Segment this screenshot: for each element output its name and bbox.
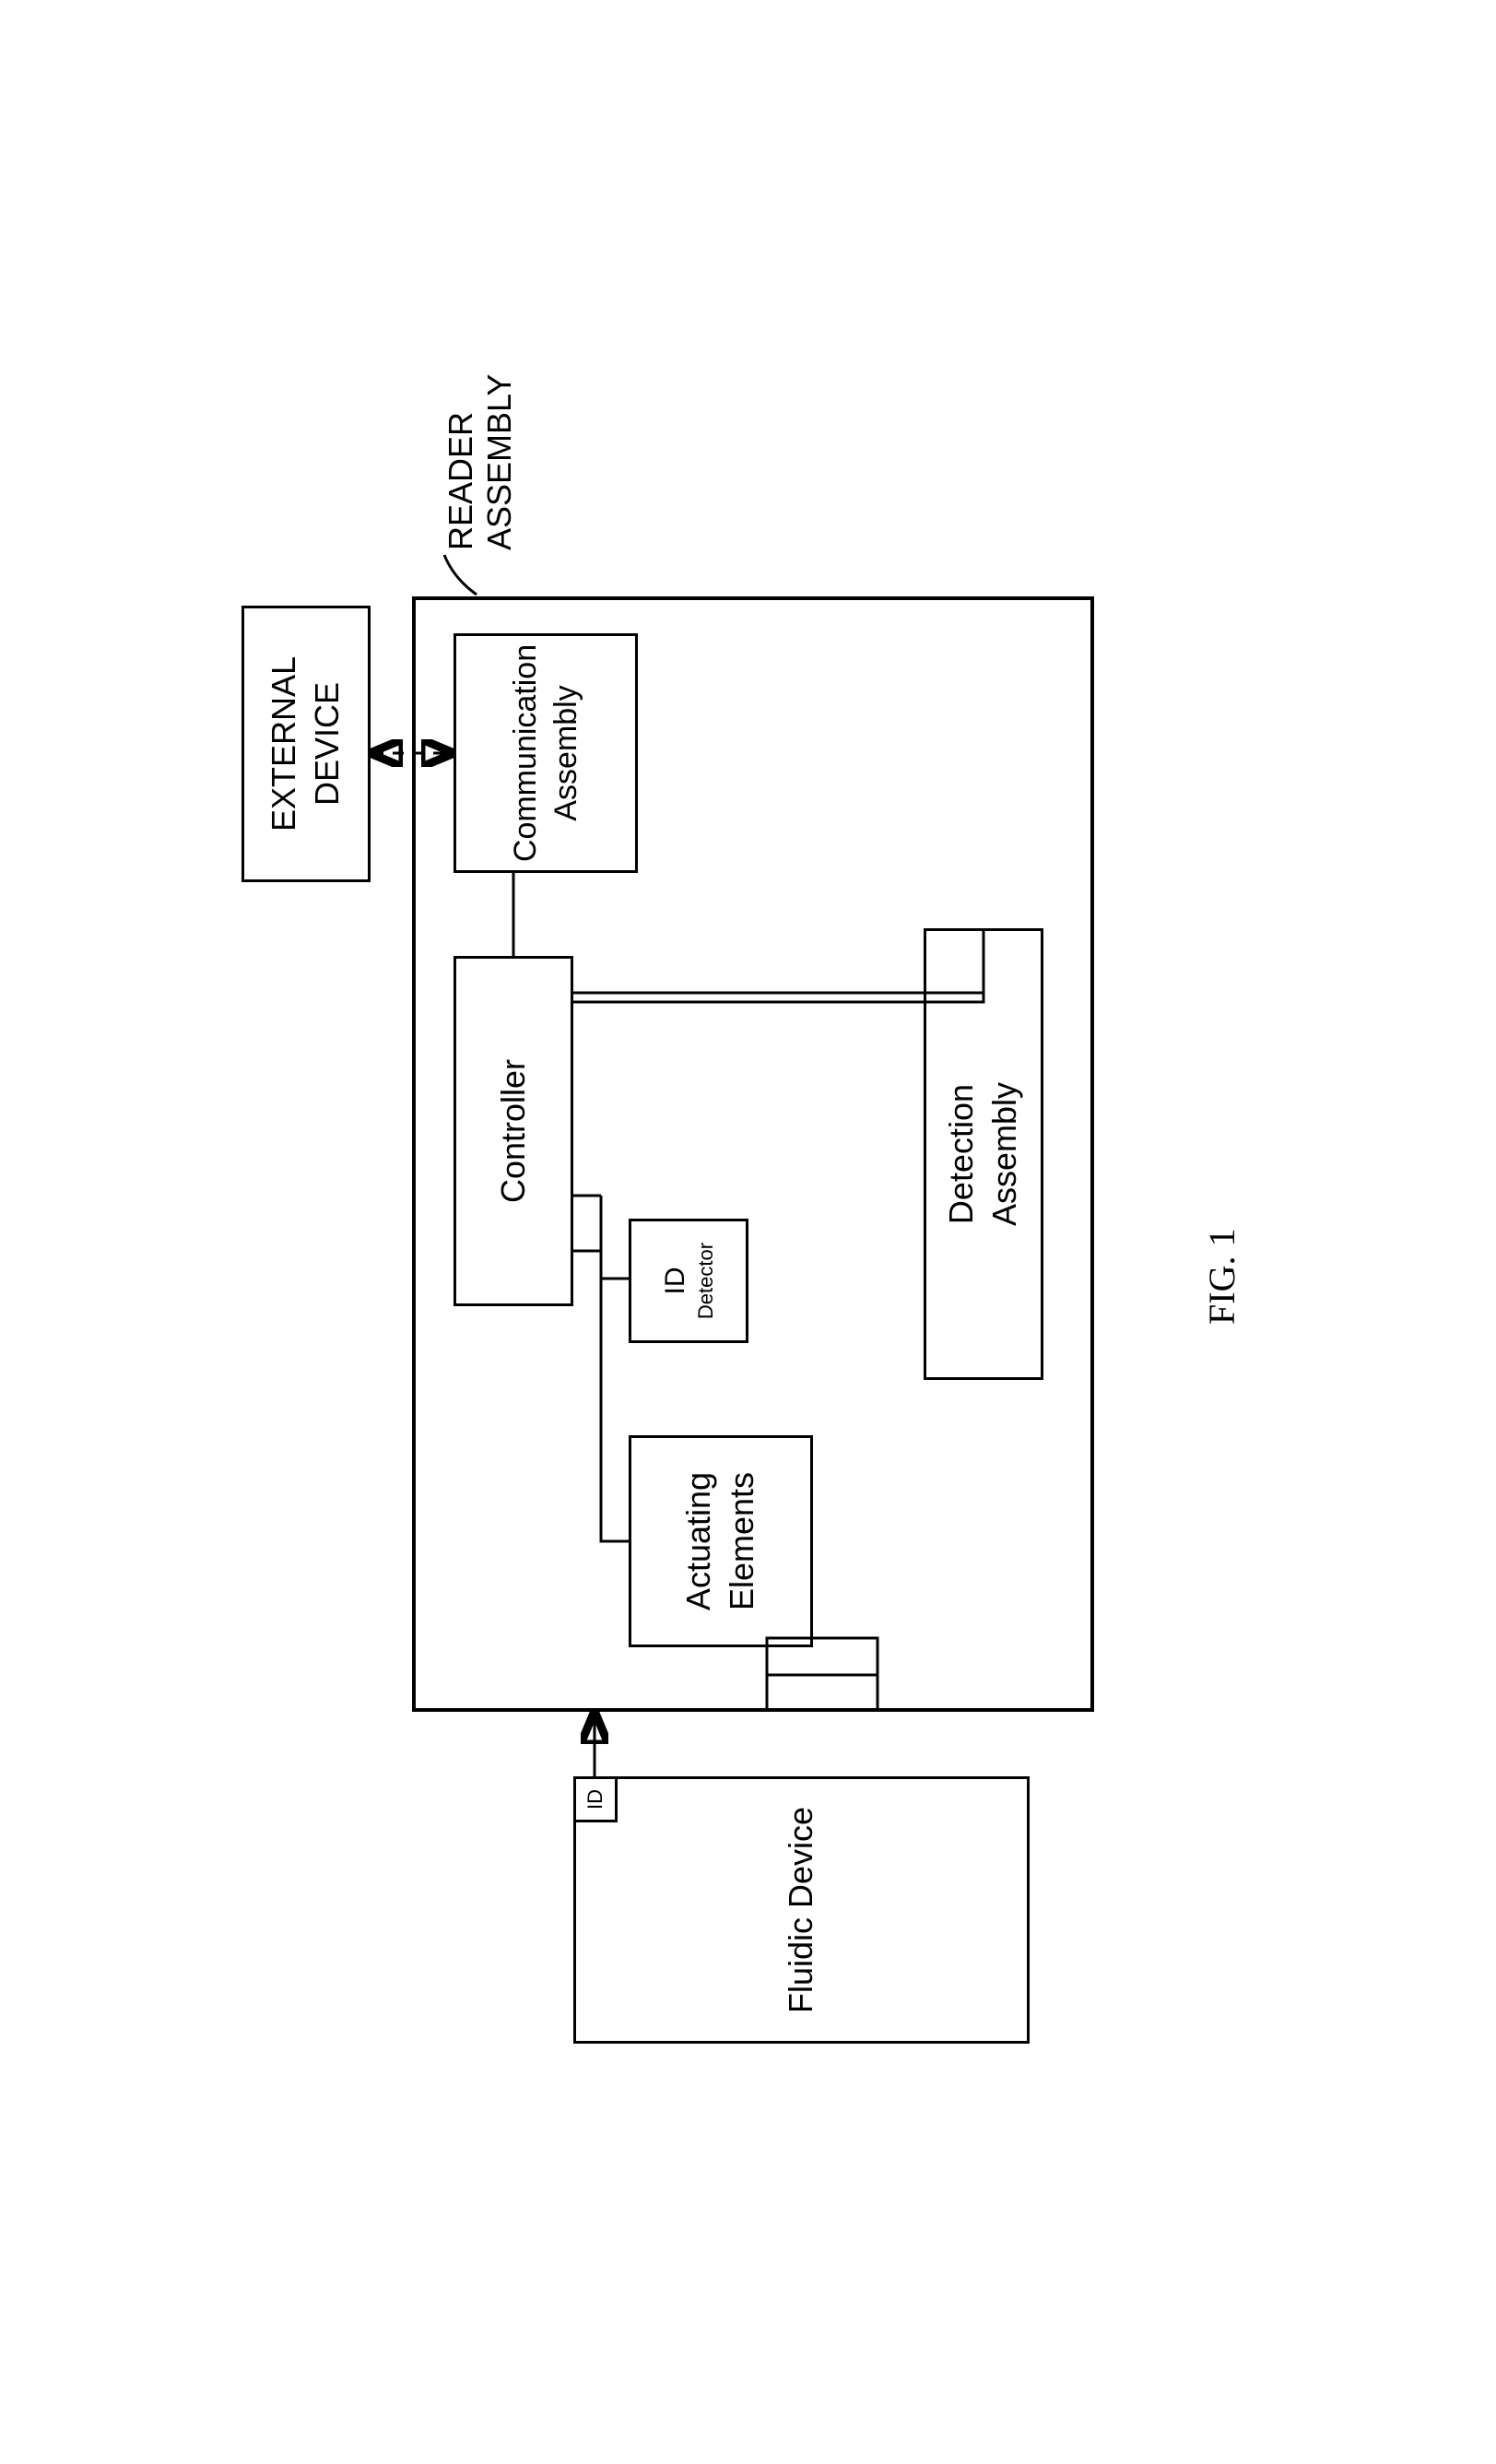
actuating-elements-label: Actuating Elements [677,1471,764,1609]
actuating-elements-box: Actuating Elements [629,1435,813,1647]
detection-assembly-label: Detection Assembly [940,1081,1027,1225]
external-device-label: EXTERNAL DEVICE [263,655,349,831]
figure-caption: FIG. 1 [1200,1228,1243,1324]
controller-label: Controller [491,1058,535,1202]
communication-assembly-box: Communication Assembly [454,633,638,873]
reader-assembly-label: READER ASSEMBLY [403,373,519,549]
id-tag-box: ID [573,1776,618,1822]
id-detector-label-1: ID [657,1267,693,1294]
id-detector-box: ID Detector [629,1219,748,1343]
id-detector-label-2: Detector [693,1242,720,1318]
fluidic-device-box: Fluidic Device [573,1776,1030,2044]
detection-assembly-box: Detection Assembly [924,928,1043,1380]
controller-box: Controller [454,956,573,1306]
block-diagram: Fluidic Device ID EXTERNAL DEVICE Contro… [149,311,1348,2154]
communication-assembly-label: Communication Assembly [504,643,585,861]
id-tag-label: ID [582,1789,608,1810]
external-device-box: EXTERNAL DEVICE [241,606,371,882]
fluidic-device-label: Fluidic Device [780,1806,823,2012]
